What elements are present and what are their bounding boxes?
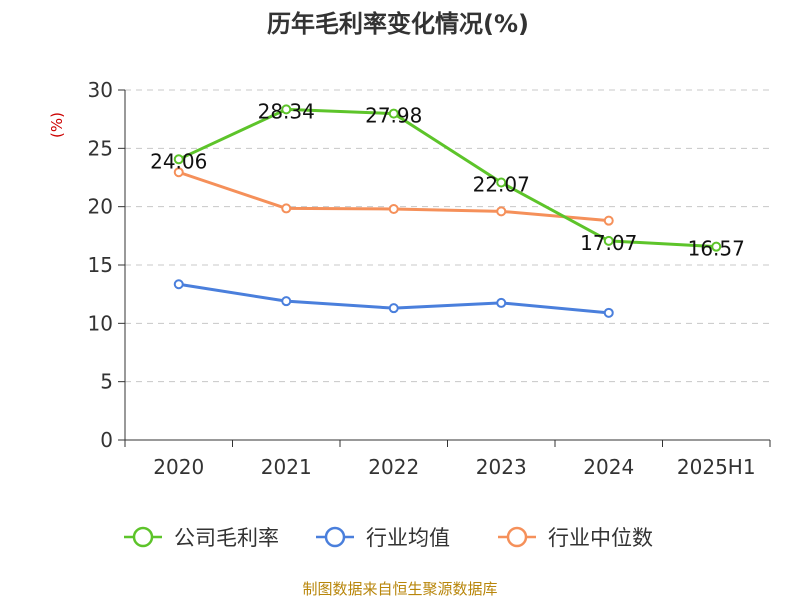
data-point: [603, 215, 614, 226]
x-tick-label: 2024: [583, 455, 634, 479]
data-label: 28.34: [258, 99, 315, 123]
x-tick-label: 2022: [368, 455, 419, 479]
series-line: [178, 107, 717, 249]
data-point: [711, 241, 722, 252]
legend-marker: [132, 526, 154, 548]
data-label: 22.07: [473, 173, 530, 197]
data-point: [388, 204, 399, 214]
data-label: 16.57: [688, 237, 745, 261]
legend-label: 行业中位数: [548, 526, 653, 550]
data-point: [173, 154, 184, 165]
x-tick-label: 2021: [261, 455, 312, 479]
y-tick-label: 15: [88, 253, 113, 277]
data-point: [496, 297, 507, 308]
legend-label: 公司毛利率: [174, 526, 279, 550]
data-point: [388, 108, 399, 119]
data-point: [173, 279, 184, 290]
data-label: 17.07: [580, 231, 637, 255]
x-tick-label: 2020: [153, 455, 204, 479]
legend-label: 行业均值: [366, 526, 450, 550]
series-layer: [173, 104, 722, 318]
data-point: [603, 307, 614, 318]
y-tick-label: 10: [88, 311, 113, 335]
axes: 0 5 10 15 20 25 30 2020 2021 2022 2023 2024 2025H1: [88, 78, 771, 479]
source-note: 制图数据来自恒生聚源数据库: [302, 580, 497, 598]
legend: 公司毛利率 行业均值 行业中位数: [124, 526, 653, 550]
data-point: [496, 206, 507, 217]
chart-title: 历年毛利率变化情况(%): [267, 10, 529, 38]
data-point: [281, 296, 292, 307]
y-tick-label: 30: [88, 78, 113, 102]
data-labels: 24.06 28.34 27.98 22.07 17.07 16.57: [150, 99, 745, 260]
data-point: [173, 167, 184, 178]
data-point: [281, 104, 292, 115]
y-tick-label: 25: [88, 136, 113, 160]
data-label: 27.98: [365, 104, 422, 128]
y-tick-label: 20: [88, 195, 113, 219]
data-point: [281, 203, 292, 214]
data-label: 24.06: [150, 149, 207, 173]
legend-marker: [324, 526, 346, 548]
data-point: [388, 303, 399, 314]
x-tick-label: 2025H1: [677, 455, 756, 479]
y-axis-label: (%): [48, 112, 66, 138]
data-point: [496, 177, 507, 188]
gridlines: [125, 89, 770, 383]
x-tick-label: 2023: [476, 455, 527, 479]
legend-marker: [506, 526, 528, 548]
y-tick-label: 0: [100, 428, 113, 452]
data-point: [603, 235, 614, 246]
y-tick-label: 5: [100, 370, 113, 394]
